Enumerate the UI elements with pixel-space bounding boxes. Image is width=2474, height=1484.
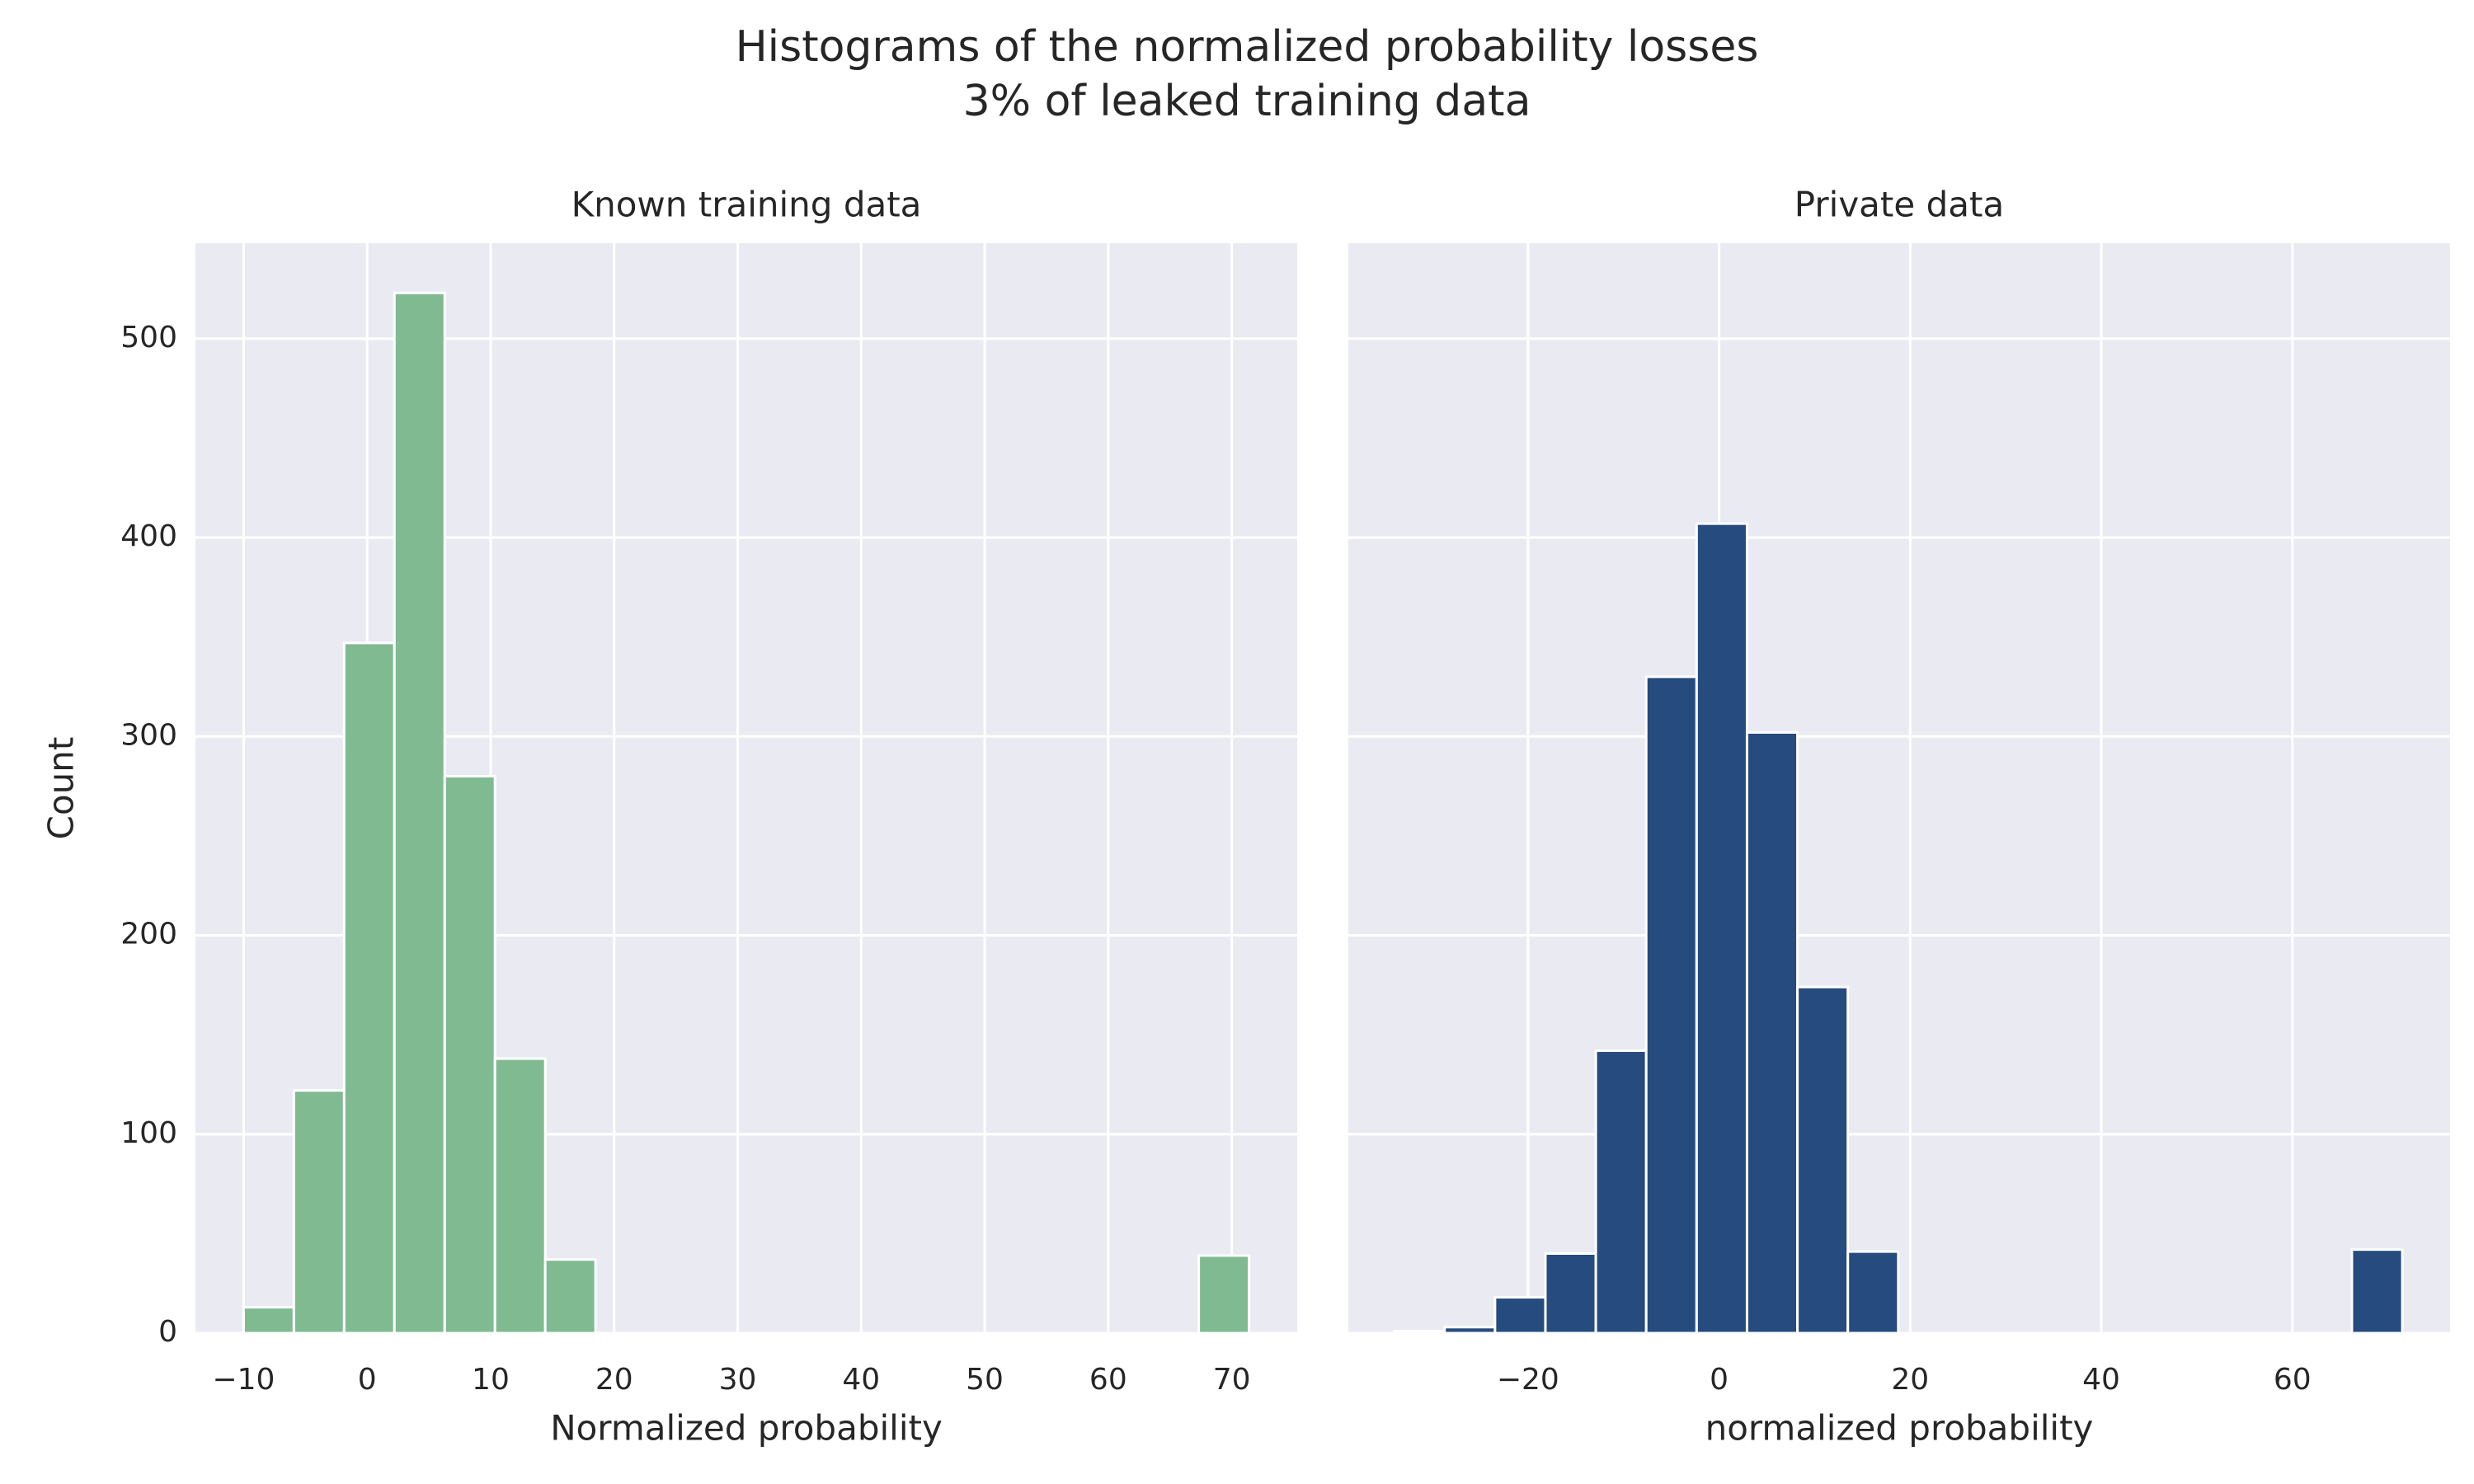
- bar: [443, 775, 496, 1335]
- y-tick-label: 300: [120, 718, 177, 752]
- figure-subtitle: 3% of leaked training data: [963, 77, 1531, 126]
- bar: [1393, 1330, 1446, 1335]
- x-tick-label: −20: [1497, 1363, 1559, 1397]
- x-axis-label: normalized probability: [1705, 1408, 2094, 1449]
- bar: [1846, 1250, 1900, 1335]
- subplot-title: Private data: [1794, 185, 2004, 225]
- bar: [393, 291, 446, 1335]
- bar: [1197, 1254, 1251, 1335]
- x-tick-label: 0: [358, 1363, 377, 1397]
- plot-area: [1348, 243, 2450, 1333]
- figure-title: Histograms of the normalized probability…: [736, 22, 1759, 72]
- bar: [2350, 1248, 2404, 1335]
- bar: [1544, 1252, 1597, 1335]
- x-tick-label: 10: [472, 1363, 510, 1397]
- bar: [292, 1089, 346, 1335]
- x-tick-label: 60: [2274, 1363, 2312, 1397]
- bar: [1695, 522, 1748, 1335]
- x-axis-label: Normalized probability: [550, 1408, 943, 1449]
- bar: [1443, 1326, 1497, 1335]
- x-tick-label: 0: [1710, 1363, 1729, 1397]
- subplot-title: Known training data: [571, 185, 922, 225]
- bar: [493, 1057, 547, 1335]
- y-tick-label: 100: [120, 1116, 177, 1150]
- y-tick-label: 500: [120, 321, 177, 355]
- x-tick-label: −10: [212, 1363, 275, 1397]
- x-tick-label: 70: [1213, 1363, 1251, 1397]
- y-tick-label: 200: [120, 918, 177, 951]
- x-tick-label: 20: [595, 1363, 633, 1397]
- bar: [1594, 1049, 1648, 1335]
- y-axis-label: Count: [41, 737, 82, 840]
- bar: [1796, 985, 1850, 1335]
- x-tick-label: 20: [1891, 1363, 1929, 1397]
- x-tick-label: 40: [2082, 1363, 2120, 1397]
- bar: [1745, 730, 1799, 1335]
- bar: [342, 641, 396, 1335]
- x-tick-label: 30: [719, 1363, 757, 1397]
- x-tick-label: 50: [966, 1363, 1004, 1397]
- bar: [242, 1306, 295, 1335]
- y-tick-label: 0: [158, 1315, 177, 1349]
- x-tick-label: 40: [842, 1363, 880, 1397]
- y-tick-label: 400: [120, 519, 177, 553]
- x-tick-label: 60: [1089, 1363, 1127, 1397]
- bar: [1644, 675, 1698, 1335]
- bar: [1493, 1296, 1547, 1335]
- bar: [543, 1258, 597, 1335]
